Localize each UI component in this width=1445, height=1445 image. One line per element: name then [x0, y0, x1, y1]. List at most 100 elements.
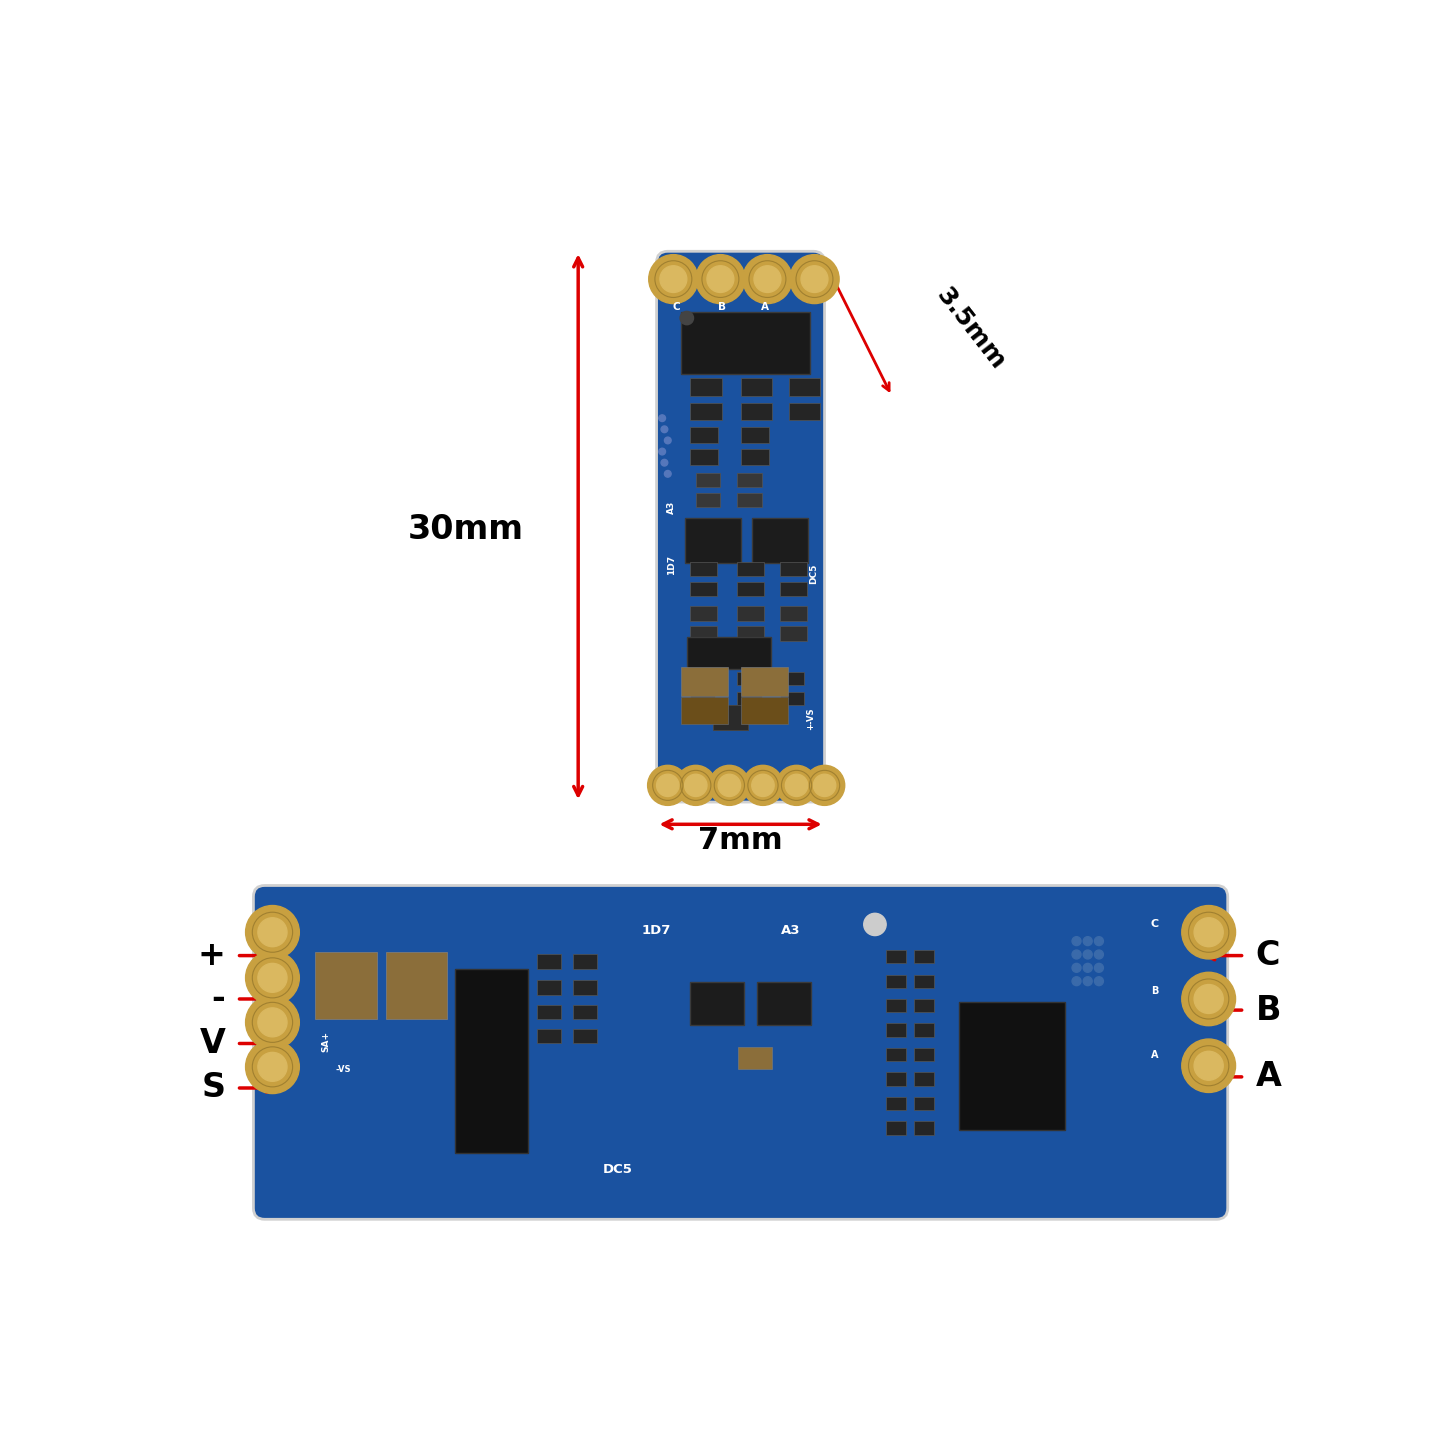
Bar [780, 582, 806, 597]
Circle shape [659, 415, 666, 422]
Bar [737, 607, 764, 621]
Bar [757, 983, 811, 1025]
Circle shape [660, 266, 686, 292]
Bar [789, 379, 821, 396]
Bar [681, 698, 728, 724]
Circle shape [246, 906, 299, 959]
Text: B: B [1152, 985, 1159, 996]
Bar [681, 668, 728, 696]
Text: S: S [201, 1072, 225, 1104]
Bar [315, 952, 377, 1019]
Bar [915, 1023, 935, 1038]
Bar [691, 562, 717, 577]
Circle shape [718, 775, 740, 796]
Bar [536, 980, 561, 994]
Text: DC5: DC5 [603, 1163, 633, 1176]
Circle shape [1182, 1039, 1235, 1092]
Bar [915, 998, 935, 1013]
Bar [691, 403, 721, 420]
Bar [737, 692, 762, 705]
Bar [780, 607, 806, 621]
Circle shape [743, 254, 792, 303]
Circle shape [1084, 977, 1092, 985]
Bar [915, 1097, 935, 1110]
Circle shape [647, 766, 688, 805]
Bar [691, 672, 715, 685]
Circle shape [1182, 906, 1235, 959]
Circle shape [754, 266, 780, 292]
Circle shape [257, 918, 288, 946]
Bar [780, 626, 806, 640]
Circle shape [1094, 949, 1104, 959]
Circle shape [676, 766, 715, 805]
Circle shape [1072, 964, 1081, 972]
Bar [915, 1072, 935, 1085]
Bar [691, 607, 717, 621]
Circle shape [257, 1052, 288, 1081]
Text: A: A [762, 302, 769, 312]
Bar [886, 974, 906, 988]
Bar [740, 379, 772, 396]
Circle shape [659, 448, 666, 455]
Bar [886, 1072, 906, 1085]
FancyBboxPatch shape [253, 886, 1228, 1220]
Circle shape [660, 426, 668, 432]
Text: B: B [718, 302, 725, 312]
Circle shape [1072, 936, 1081, 945]
Bar [572, 980, 597, 994]
Circle shape [246, 1040, 299, 1094]
Circle shape [790, 254, 840, 303]
Bar [737, 672, 762, 685]
Circle shape [864, 913, 886, 935]
Bar [959, 1003, 1065, 1130]
Circle shape [1182, 972, 1235, 1026]
Circle shape [656, 775, 679, 796]
Circle shape [1094, 936, 1104, 945]
Text: A: A [1256, 1061, 1282, 1094]
Text: V: V [199, 1027, 225, 1061]
Text: C: C [1150, 919, 1159, 929]
Bar [780, 562, 806, 577]
Text: +: + [198, 939, 225, 972]
Bar [572, 955, 597, 970]
Bar [915, 949, 935, 964]
Text: SA+: SA+ [322, 1030, 331, 1052]
Text: DC5: DC5 [809, 564, 818, 584]
Circle shape [665, 471, 670, 477]
Circle shape [257, 1009, 288, 1038]
Bar [740, 428, 769, 442]
Circle shape [1084, 964, 1092, 972]
Text: A3: A3 [782, 923, 801, 936]
Bar [915, 974, 935, 988]
Bar [740, 449, 769, 465]
Circle shape [660, 460, 668, 467]
Bar [740, 403, 772, 420]
Bar [780, 692, 805, 705]
Text: -: - [211, 983, 225, 1016]
Bar [886, 949, 906, 964]
Circle shape [814, 775, 835, 796]
Bar [691, 449, 718, 465]
Text: 1D7: 1D7 [642, 923, 672, 936]
Circle shape [1072, 949, 1081, 959]
Bar [691, 428, 718, 442]
Bar [751, 519, 808, 564]
Text: B: B [1256, 994, 1282, 1026]
Bar [572, 1004, 597, 1019]
Circle shape [246, 951, 299, 1004]
Text: A: A [1152, 1049, 1159, 1059]
Text: 7mm: 7mm [698, 827, 783, 855]
Circle shape [805, 766, 845, 805]
Bar [737, 493, 762, 507]
Circle shape [1084, 936, 1092, 945]
Bar [737, 562, 764, 577]
Text: 3.5mm: 3.5mm [931, 283, 1010, 374]
Circle shape [786, 775, 808, 796]
Bar [886, 1048, 906, 1061]
Bar [780, 672, 805, 685]
Bar [696, 473, 721, 487]
Circle shape [246, 996, 299, 1049]
Bar [691, 379, 721, 396]
Text: 1D7: 1D7 [666, 555, 676, 575]
Bar [886, 1097, 906, 1110]
